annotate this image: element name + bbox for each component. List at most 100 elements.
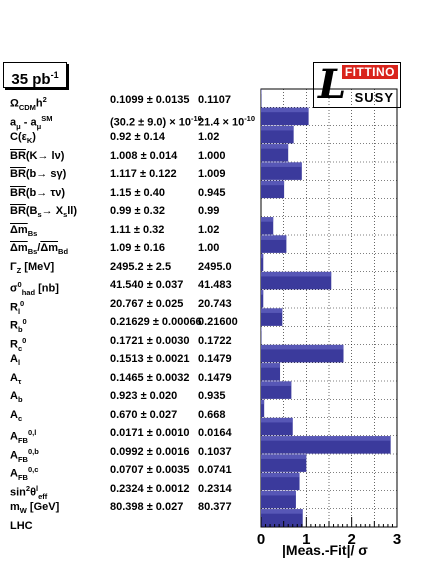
logo-l-glyph: L bbox=[318, 61, 347, 108]
pull-bar-highlight bbox=[261, 144, 289, 149]
row-label: ΩCDMh2 bbox=[10, 95, 47, 112]
row-label: BR(b→ sγ) bbox=[10, 168, 67, 180]
row-fit-value: 1.02 bbox=[198, 223, 220, 236]
pull-bar-highlight bbox=[261, 253, 264, 259]
row-measurement: (30.2 ± 9.0) × 10-10 bbox=[110, 113, 202, 129]
row-measurement: 20.767 ± 0.025 bbox=[110, 297, 184, 310]
row-measurement: 0.92 ± 0.14 bbox=[110, 131, 165, 143]
pull-bar-highlight bbox=[261, 472, 300, 478]
luminosity-label: 35 pb bbox=[11, 71, 51, 88]
row-measurement: 0.0707 ± 0.0035 bbox=[110, 464, 190, 476]
row-fit-value: 0.0741 bbox=[198, 464, 232, 476]
luminosity-box: 35 pb-1 bbox=[3, 62, 67, 88]
row-label: LHC bbox=[10, 519, 33, 532]
row-measurement: 0.0992 ± 0.0016 bbox=[110, 445, 190, 458]
row-measurement: 0.99 ± 0.32 bbox=[110, 205, 165, 217]
pull-bar-highlight bbox=[261, 417, 293, 423]
row-label: aμ - aμSM bbox=[10, 113, 53, 131]
row-fit-value: 80.377 bbox=[198, 501, 232, 513]
row-label: AFB0,c bbox=[10, 465, 39, 482]
row-label: Rl0 bbox=[10, 298, 25, 316]
row-fit-value: 0.1479 bbox=[198, 353, 232, 365]
pull-bar-highlight bbox=[261, 363, 281, 368]
row-label: Ac bbox=[10, 408, 23, 423]
pull-bar-highlight bbox=[261, 308, 283, 313]
pull-bar bbox=[261, 399, 265, 418]
row-fit-value: 0.935 bbox=[198, 390, 226, 402]
row-fit-value: 0.2314 bbox=[198, 482, 232, 495]
pull-bar-highlight bbox=[261, 344, 344, 350]
row-measurement: 1.008 ± 0.014 bbox=[110, 149, 178, 162]
row-measurement: 0.1721 ± 0.0030 bbox=[110, 334, 190, 347]
row-measurement: 0.670 ± 0.027 bbox=[110, 408, 178, 421]
row-measurement: 2495.2 ± 2.5 bbox=[110, 260, 172, 273]
pull-bar-highlight bbox=[261, 490, 296, 496]
row-fit-value: 20.743 bbox=[198, 297, 232, 310]
row-label: σ0had [nb] bbox=[10, 280, 59, 297]
row-measurement: 0.1465 ± 0.0032 bbox=[110, 371, 190, 384]
row-label: sin2θleff bbox=[10, 483, 48, 501]
row-label: Rb0 bbox=[10, 317, 27, 334]
row-fit-value: 0.1037 bbox=[198, 445, 232, 458]
row-measurement: 1.11 ± 0.32 bbox=[110, 223, 165, 236]
pull-bar bbox=[261, 290, 264, 308]
pull-bar-highlight bbox=[261, 436, 391, 441]
row-label: ΔmBs bbox=[10, 223, 38, 238]
row-label: AFB0,l bbox=[10, 428, 37, 445]
pull-bar-highlight bbox=[261, 180, 285, 186]
row-label: C(εK) bbox=[10, 131, 36, 146]
row-label: mW [GeV] bbox=[10, 501, 60, 516]
pull-bar-highlight bbox=[261, 107, 309, 113]
row-fit-value: 0.21600 bbox=[198, 316, 238, 328]
row-fit-value: 1.02 bbox=[198, 131, 220, 143]
pull-bar-highlight bbox=[261, 399, 265, 405]
pull-bar-highlight bbox=[261, 454, 307, 459]
row-measurement: 1.09 ± 0.16 bbox=[110, 242, 165, 254]
logo-fittino-text: FITTINO bbox=[341, 65, 398, 79]
logo-susy-text: SUSY bbox=[354, 90, 394, 105]
pull-bar bbox=[261, 253, 264, 272]
x-tick-label: 3 bbox=[393, 531, 401, 548]
pull-bar-highlight bbox=[261, 162, 302, 167]
row-measurement: 0.1099 ± 0.0135 bbox=[110, 94, 190, 106]
row-fit-value: 1.009 bbox=[198, 168, 226, 180]
pull-bar-highlight bbox=[261, 235, 287, 240]
row-label: BR(K→ lν) bbox=[10, 149, 65, 162]
row-fit-value: 0.945 bbox=[198, 186, 226, 199]
x-tick-label: 0 bbox=[257, 531, 265, 548]
row-fit-value: 1.000 bbox=[198, 149, 226, 162]
pull-bar-highlight bbox=[261, 271, 332, 277]
row-measurement: 0.0171 ± 0.0010 bbox=[110, 427, 190, 439]
row-fit-value: 2495.0 bbox=[198, 260, 232, 273]
row-measurement: 1.15 ± 0.40 bbox=[110, 186, 165, 199]
row-label: BR(b→ τν) bbox=[10, 186, 66, 199]
row-label: ΓZ [MeV] bbox=[10, 260, 55, 275]
row-label: Aτ bbox=[10, 371, 22, 386]
pull-bar-highlight bbox=[261, 509, 303, 514]
row-label: ΔmBs/ΔmBd bbox=[10, 242, 69, 257]
row-measurement: 80.398 ± 0.027 bbox=[110, 501, 184, 513]
row-measurement: 0.923 ± 0.020 bbox=[110, 390, 178, 402]
pull-bar-highlight bbox=[261, 217, 274, 222]
row-fit-value: 0.99 bbox=[198, 205, 220, 217]
row-measurement: 1.117 ± 0.122 bbox=[110, 168, 177, 180]
pull-bar-highlight bbox=[261, 381, 292, 386]
x-tick-label: 2 bbox=[347, 531, 355, 548]
pull-bar-highlight bbox=[261, 125, 294, 131]
x-axis-label: |Meas.-Fit|/ σ bbox=[282, 542, 368, 558]
row-label: Rc0 bbox=[10, 335, 27, 353]
row-label: BR(Bs→ Xsll) bbox=[10, 205, 78, 220]
row-fit-value: 0.1107 bbox=[198, 94, 232, 106]
luminosity-unit-exponent: -1 bbox=[50, 70, 59, 80]
x-tick-label: 1 bbox=[302, 531, 310, 548]
row-fit-value: 0.668 bbox=[198, 408, 226, 421]
row-measurement: 0.2324 ± 0.0012 bbox=[110, 482, 190, 495]
row-fit-value: 21.4 × 10-10 bbox=[198, 113, 256, 129]
row-label: Ab bbox=[10, 390, 23, 405]
row-fit-value: 0.1722 bbox=[198, 334, 232, 347]
row-fit-value: 1.00 bbox=[198, 242, 220, 254]
row-fit-value: 0.1479 bbox=[198, 371, 232, 384]
row-fit-value: 0.0164 bbox=[198, 427, 232, 439]
row-measurement: 41.540 ± 0.037 bbox=[110, 279, 184, 291]
